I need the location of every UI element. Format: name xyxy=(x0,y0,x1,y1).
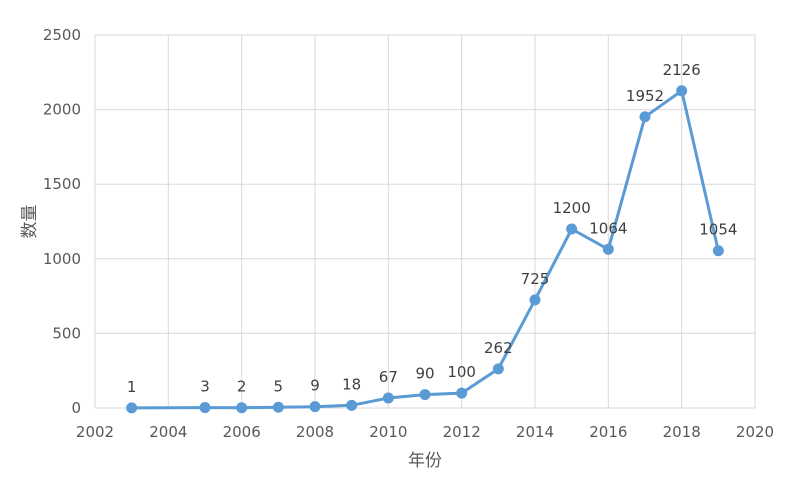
x-axis-title: 年份 xyxy=(408,451,442,471)
data-point xyxy=(272,401,284,413)
data-point xyxy=(126,402,138,414)
data-point xyxy=(566,223,578,235)
y-tick-label: 2500 xyxy=(43,26,81,44)
data-label: 1064 xyxy=(589,219,627,237)
y-tick-labels: 0 500 1000 1500 2000 2500 xyxy=(43,26,81,417)
data-points xyxy=(126,85,724,414)
x-tick-label: 2016 xyxy=(589,423,627,441)
data-label: 100 xyxy=(447,363,476,381)
x-tick-label: 2008 xyxy=(296,423,334,441)
x-tick-label: 2002 xyxy=(76,423,114,441)
data-point xyxy=(199,402,211,414)
data-label: 2126 xyxy=(663,61,701,79)
data-point xyxy=(456,387,468,399)
data-label: 262 xyxy=(484,339,513,357)
data-point xyxy=(382,392,394,404)
x-tick-label: 2014 xyxy=(516,423,554,441)
data-label: 90 xyxy=(415,365,434,383)
x-tick-label: 2010 xyxy=(369,423,407,441)
data-point xyxy=(346,399,358,411)
x-tick-labels: 2002 2004 2006 2008 2010 2012 2014 2016 2018 2020 xyxy=(76,423,774,441)
data-label: 3 xyxy=(200,378,210,396)
series-line xyxy=(131,89,720,410)
data-label: 1 xyxy=(127,378,137,396)
x-gridlines xyxy=(94,35,756,408)
data-point xyxy=(309,401,321,413)
data-label: 1200 xyxy=(553,199,591,217)
data-label: 5 xyxy=(274,377,284,395)
x-tick-label: 2006 xyxy=(223,423,261,441)
data-label: 1952 xyxy=(626,87,664,105)
y-axis-title: 数量 xyxy=(20,205,40,239)
x-tick-label: 2004 xyxy=(149,423,187,441)
x-tick-label: 2012 xyxy=(443,423,481,441)
data-label: 67 xyxy=(379,368,398,386)
data-label: 725 xyxy=(521,270,550,288)
y-tick-label: 1500 xyxy=(43,175,81,193)
data-point xyxy=(602,243,614,255)
y-tick-label: 500 xyxy=(52,324,81,342)
data-point xyxy=(492,363,504,375)
data-point xyxy=(236,402,248,414)
data-point xyxy=(676,85,688,97)
data-labels: 1 3 2 5 9 18 67 90 100 262 725 1200 1064 1952 2126 1054 xyxy=(127,61,738,396)
data-label: 1054 xyxy=(699,221,737,239)
x-tick-label: 2020 xyxy=(736,423,774,441)
data-label: 2 xyxy=(237,378,247,396)
data-label: 18 xyxy=(342,375,361,393)
y-tick-label: 0 xyxy=(71,399,81,417)
data-point xyxy=(639,111,651,123)
y-tick-label: 1000 xyxy=(43,250,81,268)
y-tick-label: 2000 xyxy=(43,101,81,119)
data-point xyxy=(712,245,724,257)
data-point xyxy=(529,294,541,306)
data-point xyxy=(419,389,431,401)
x-tick-label: 2018 xyxy=(663,423,701,441)
data-label: 9 xyxy=(310,377,320,395)
